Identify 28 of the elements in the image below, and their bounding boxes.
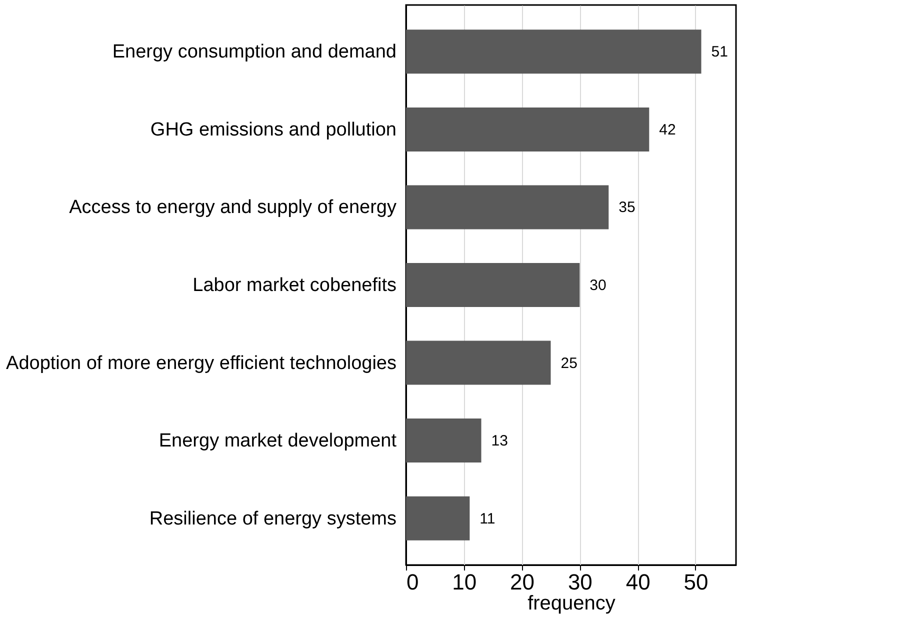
y-tick-label: Energy market development bbox=[158, 430, 398, 452]
y-tick-label: Adoption of more energy efficient technologies bbox=[6, 352, 396, 374]
data-label: 11 bbox=[480, 510, 496, 528]
x-tick-label: 10 bbox=[452, 570, 477, 594]
bar bbox=[406, 263, 580, 307]
x-tick-label: 30 bbox=[568, 570, 592, 594]
data-label: 42 bbox=[659, 121, 676, 138]
x-tick-label: 40 bbox=[626, 570, 650, 594]
y-tick-label: Resilience of energy systems bbox=[149, 508, 396, 530]
y-tick-label: GHG emissions and pollution bbox=[150, 119, 396, 140]
data-label: 13 bbox=[491, 432, 508, 450]
x-axis-title: frequency bbox=[528, 592, 616, 614]
y-tick-label: Energy consumption and demand bbox=[112, 42, 396, 63]
data-label: 51 bbox=[711, 44, 728, 61]
x-tick-label: 50 bbox=[684, 570, 708, 594]
y-tick-label: Access to energy and supply of energy bbox=[69, 197, 397, 218]
data-label: 30 bbox=[590, 277, 606, 294]
x-tick-label: 0 bbox=[406, 570, 419, 594]
bar bbox=[406, 30, 702, 74]
bar bbox=[406, 185, 609, 230]
y-tick-label: Labor market cobenefits bbox=[192, 275, 396, 296]
bar bbox=[406, 418, 482, 463]
bar bbox=[406, 340, 551, 385]
data-label: 25 bbox=[560, 354, 578, 372]
bar bbox=[406, 496, 470, 540]
data-label: 35 bbox=[618, 199, 636, 216]
bar bbox=[406, 107, 650, 152]
x-tick-label: 20 bbox=[510, 570, 535, 594]
